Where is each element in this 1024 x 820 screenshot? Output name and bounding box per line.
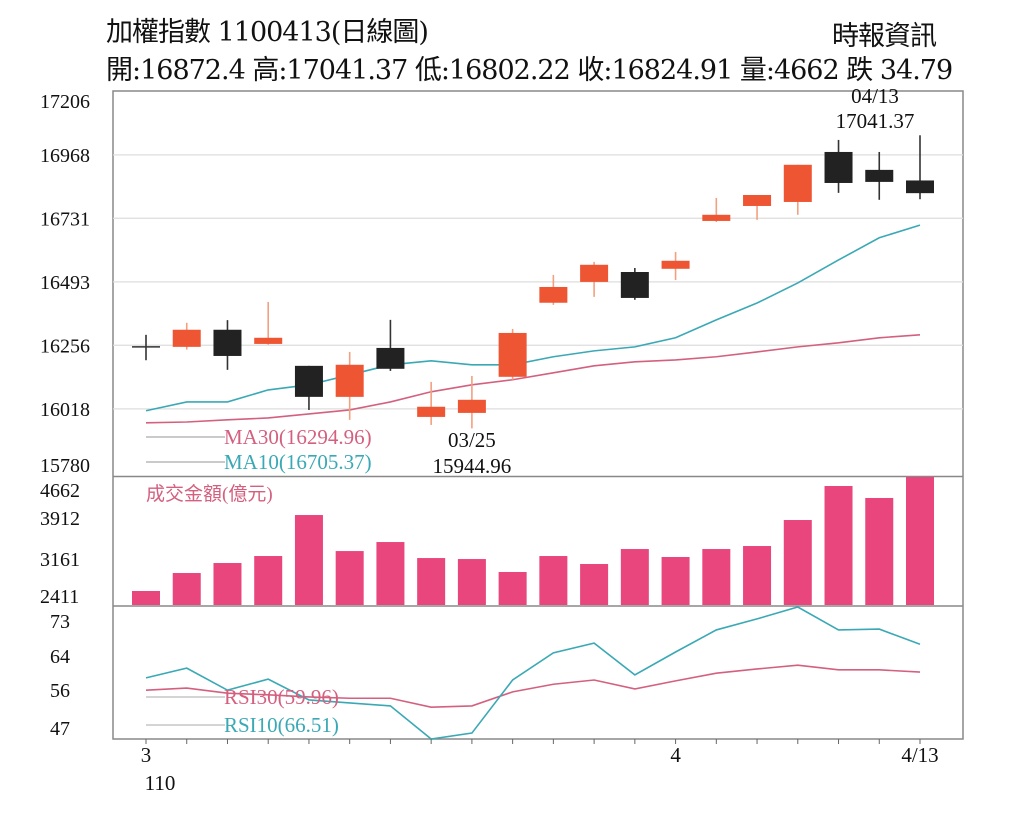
candle-up [457, 399, 486, 413]
price-tick-label: 16731 [40, 208, 90, 230]
candle-down [865, 169, 894, 182]
candle-up [335, 364, 364, 397]
volume-bar [539, 556, 568, 605]
volume-bar [294, 515, 323, 605]
rsi-tick-label: 64 [50, 646, 70, 668]
candle-down [906, 180, 934, 194]
candle-down [213, 329, 242, 356]
candle-down [824, 151, 853, 183]
volume-bar [376, 542, 405, 605]
volume-bar [132, 591, 160, 605]
x-tick-label: 3 [141, 743, 152, 767]
volume-bar [580, 564, 609, 605]
volume-bar [417, 558, 446, 605]
volume-bar [620, 549, 649, 605]
rsi-tick-label: 47 [50, 718, 70, 740]
price-tick-label: 16493 [40, 272, 90, 294]
price-tick-label: 16968 [40, 145, 90, 167]
volume-bar [213, 563, 242, 605]
legend-rsi-ma10: RSI10(66.51) [224, 713, 339, 737]
rsi-ma30-line [145, 664, 921, 708]
candle-up [783, 164, 812, 202]
annotation-label: 15944.96 [433, 454, 512, 478]
volume-tick-label: 3912 [40, 508, 80, 530]
chart-frame [112, 90, 964, 740]
candle-up [661, 260, 690, 269]
x-tick-sublabel: 110 [145, 771, 176, 795]
volume-bar [335, 551, 364, 605]
source-label: 時報資訊 [832, 21, 937, 52]
candle-up [743, 195, 772, 206]
chart-title: 加權指數 1100413(日線圖) [106, 17, 429, 48]
price-tick-label: 17206 [40, 91, 90, 113]
candle-down [620, 272, 649, 298]
ma30-line [145, 334, 921, 424]
candle-up [498, 332, 527, 377]
volume-tick-label: 4662 [40, 480, 80, 502]
volume-bar [498, 571, 527, 605]
annotation-label: 04/13 [851, 84, 899, 108]
volume-panel-title: 成交金額(億元) [146, 483, 273, 505]
annotation-label: 17041.37 [836, 109, 915, 133]
ma10-line [145, 224, 921, 412]
rsi-tick-label: 73 [50, 611, 70, 633]
candle-down [294, 365, 323, 397]
volume-bar [743, 546, 772, 605]
volume-bar [661, 557, 690, 605]
volume-bar [172, 573, 201, 605]
volume-tick-label: 3161 [40, 549, 80, 571]
rsi-ma10-line [145, 606, 921, 740]
volume-bar [254, 556, 283, 605]
volume-bar [824, 486, 853, 605]
candle-up [580, 264, 609, 282]
candle-up [539, 286, 568, 303]
candle-up [417, 406, 446, 417]
candle-down [376, 347, 405, 369]
volume-tick-label: 2411 [40, 586, 79, 608]
price-tick-label: 16018 [40, 399, 90, 421]
volume-bar [906, 477, 934, 605]
volume-bar [865, 497, 894, 605]
price-tick-label: 16256 [40, 335, 90, 357]
legend-ma30: MA30(16294.96) [224, 425, 372, 449]
volume-bar [702, 549, 731, 605]
price-tick-label: 15780 [40, 455, 90, 477]
x-tick-label: 4 [670, 743, 681, 767]
candle-up [702, 214, 731, 221]
x-tick-label: 4/13 [901, 743, 938, 767]
candle-up [254, 337, 283, 344]
rsi-tick-label: 56 [50, 680, 70, 702]
candle-up [172, 329, 201, 347]
volume-bar [457, 559, 486, 605]
volume-bar [783, 520, 812, 605]
quote-summary: 開:16872.4 高:17041.37 低:16802.22 收:16824.… [106, 55, 953, 86]
legend-rsi-ma30: RSI30(59.96) [224, 685, 339, 709]
legend-ma10: MA10(16705.37) [224, 450, 372, 474]
annotation-label: 03/25 [448, 428, 496, 452]
